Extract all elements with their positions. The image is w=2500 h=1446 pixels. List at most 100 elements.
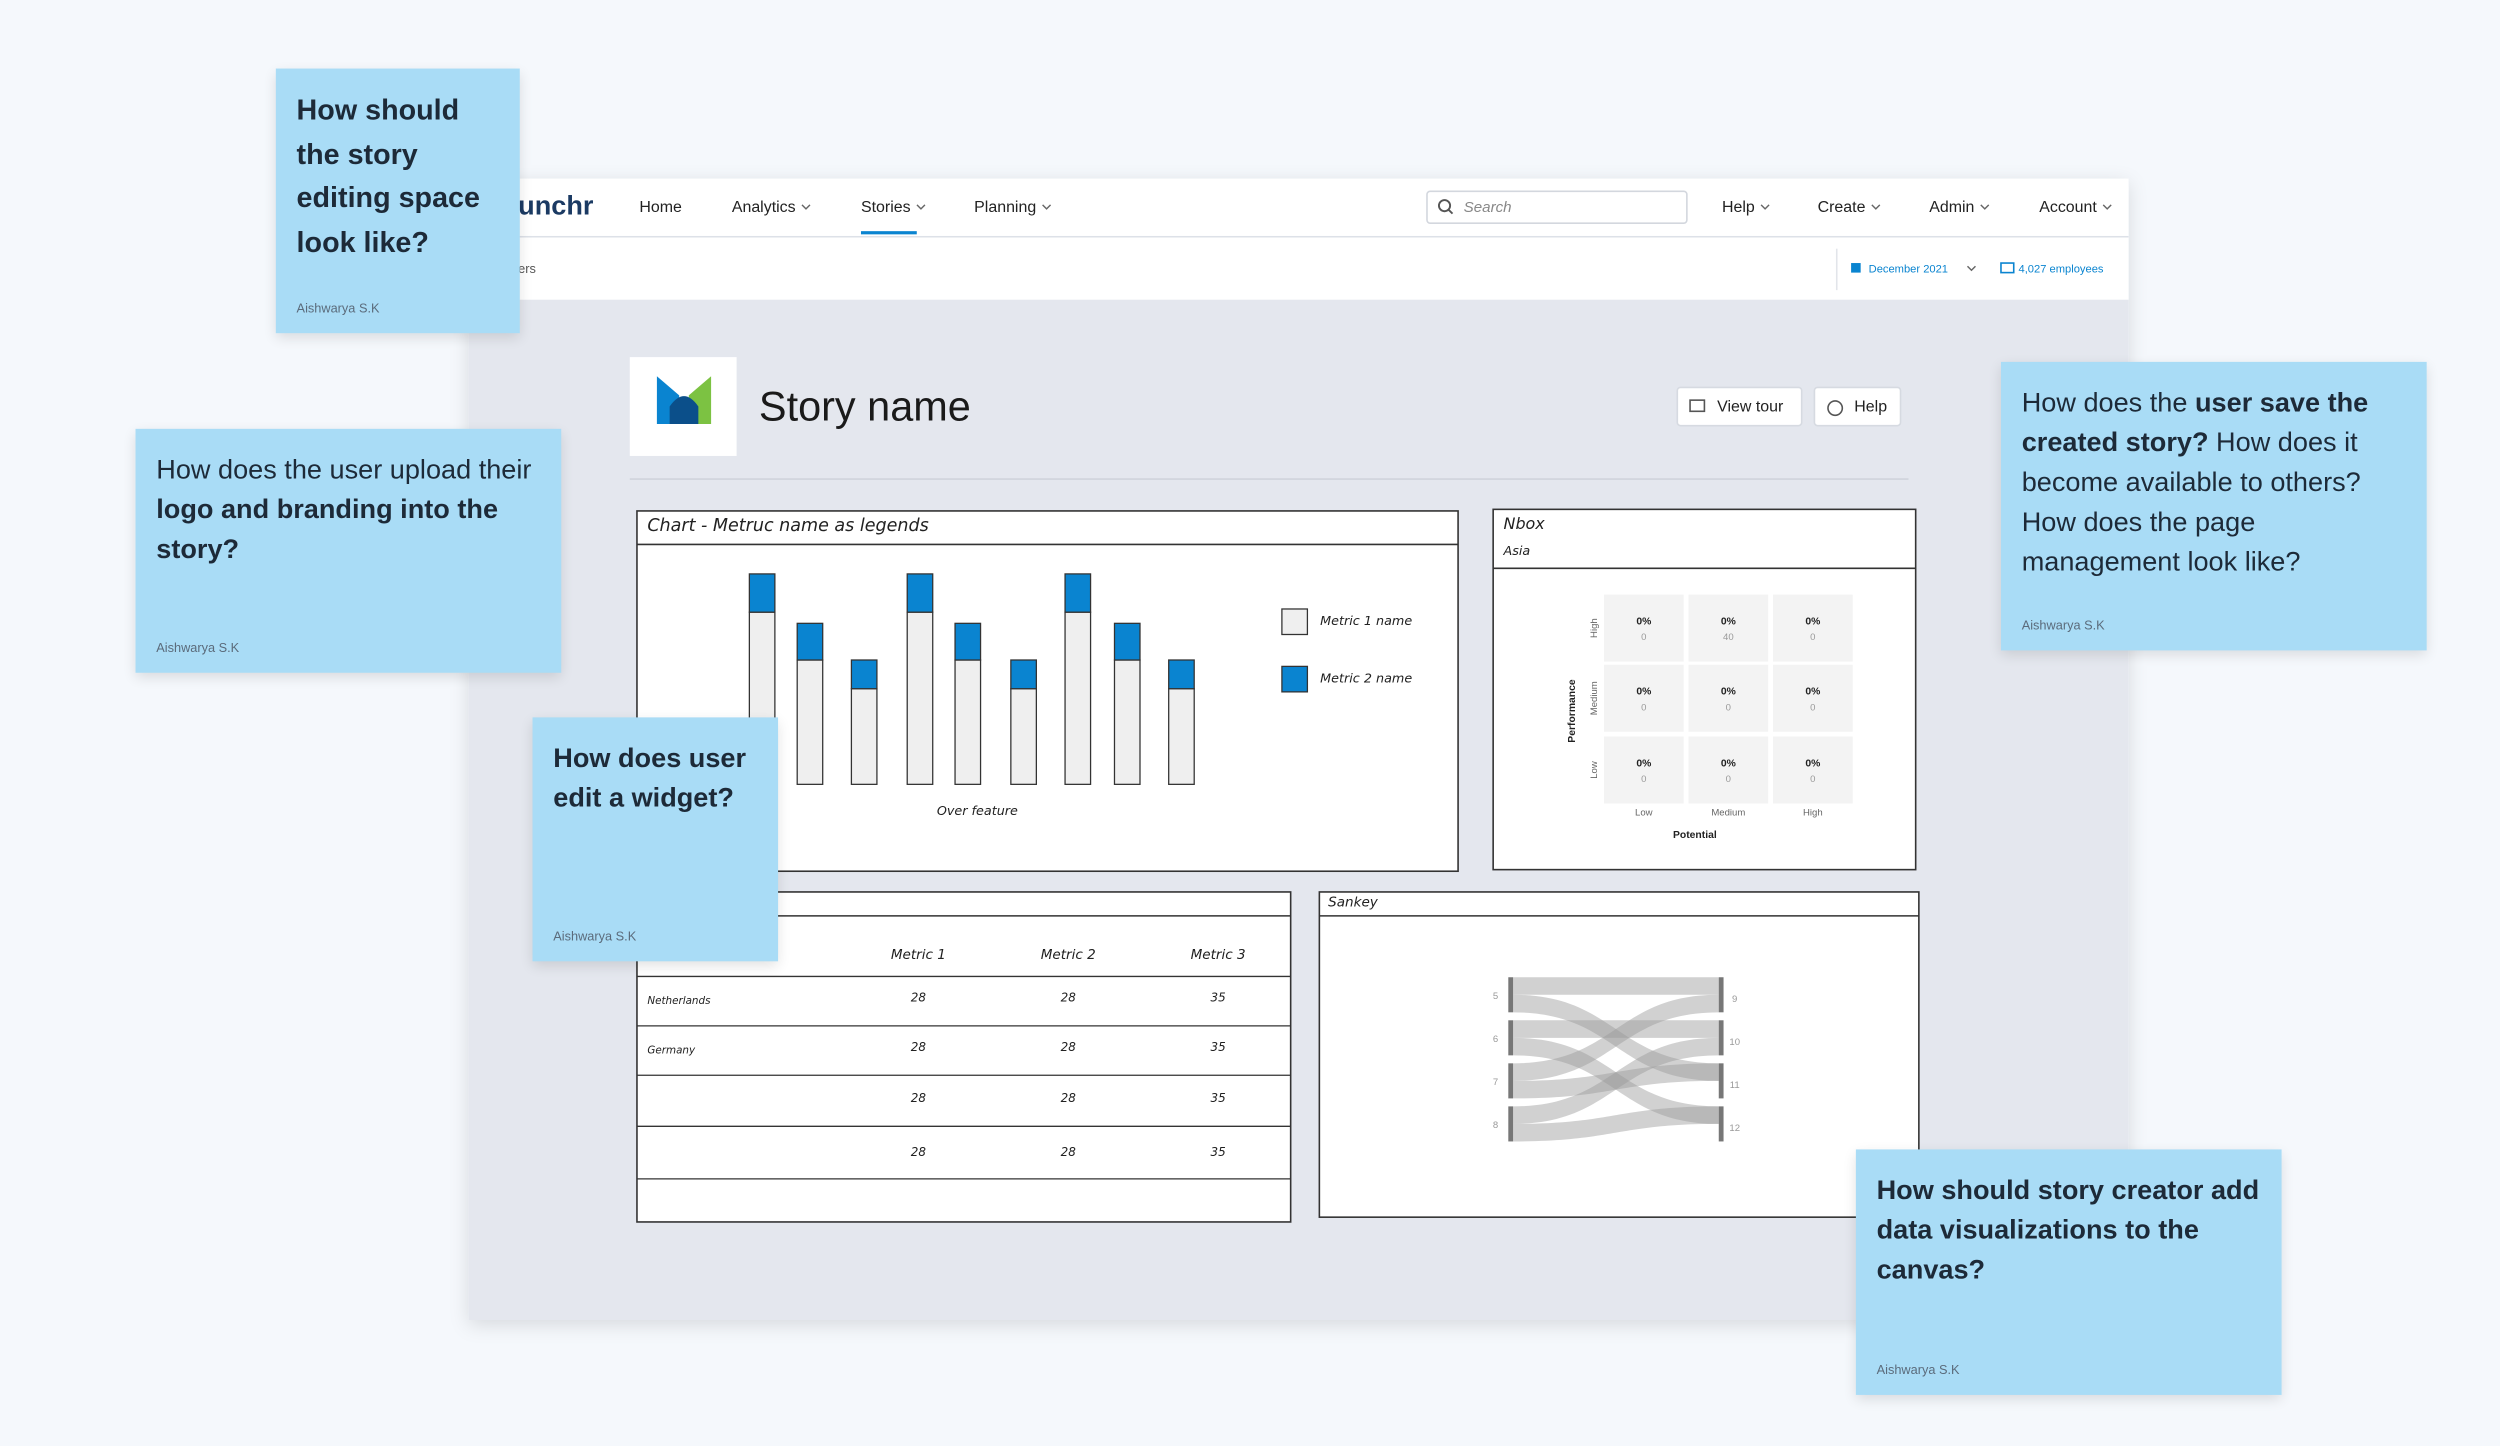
note-author: Aishwarya S.K [1876, 1363, 1960, 1378]
sticky-note: How should the story editing space look … [275, 68, 520, 334]
sankey-node [1508, 1063, 1514, 1099]
cell-percent: 0% [1721, 758, 1736, 769]
bar [954, 622, 982, 661]
logo-shape [669, 396, 699, 425]
note-segment: How does the [2021, 387, 2195, 418]
sankey-flow [1513, 1037, 1719, 1124]
dropdown-chevron [1871, 204, 1881, 210]
cell-percent: 0% [1805, 616, 1820, 627]
sankey-flow [1513, 1063, 1719, 1099]
widget-subtitle: Asia [1503, 544, 1531, 559]
search-icon [1437, 199, 1452, 213]
table-cell: 35 [1211, 1145, 1226, 1159]
table-cell: Netherlands [647, 995, 711, 1007]
search-box[interactable] [1426, 190, 1688, 224]
cell-count: 0 [1641, 774, 1646, 785]
note-text: How should story creator add data visual… [1877, 1170, 2268, 1290]
cell-percent: 0% [1805, 758, 1820, 769]
table-cell: 28 [1061, 1040, 1077, 1054]
row-label: Low [1589, 761, 1600, 779]
node-label: 9 [1732, 994, 1737, 1005]
nbox-cell[interactable] [1772, 736, 1853, 804]
note-author: Aishwarya S.K [553, 929, 637, 944]
headcount[interactable]: 4,027 employees [2019, 263, 2104, 275]
sankey-flow [1513, 994, 1719, 1081]
help-button[interactable] [1813, 386, 1902, 427]
nbox-cell[interactable] [1603, 736, 1684, 804]
widget-title: Chart - Metruc name as legends [647, 516, 928, 536]
legend-swatch [1281, 665, 1309, 693]
logo: unchr [518, 189, 594, 220]
period[interactable]: December 2021 [1869, 263, 1948, 275]
sankey-node [1508, 1020, 1514, 1056]
table-cell: 35 [1211, 990, 1226, 1004]
nbox-cell[interactable] [1772, 664, 1853, 732]
cell-percent: 0% [1636, 687, 1651, 698]
nav-item[interactable]: Help [1722, 199, 1755, 216]
note-text: How does the user save the created story… [2022, 383, 2405, 582]
column-label: Low [1635, 808, 1653, 819]
nav-item[interactable]: Stories [861, 199, 911, 216]
cell-percent: 0% [1805, 687, 1820, 698]
bar [796, 622, 824, 661]
sankey-node [1718, 1020, 1724, 1056]
sticky-note: How does the user save the created story… [2000, 361, 2427, 651]
note-author: Aishwarya S.K [156, 640, 240, 656]
bar [1064, 611, 1092, 785]
table-header: Metric 1 [891, 947, 946, 963]
y-axis-label: Performance [1567, 679, 1578, 743]
nbox-cell[interactable] [1688, 664, 1769, 732]
table-cell: 28 [1061, 1145, 1077, 1159]
search-placeholder: Search [1464, 199, 1512, 216]
cell-percent: 0% [1721, 687, 1736, 698]
sankey-flow [1513, 1020, 1719, 1038]
legend-label: Metric 2 name [1320, 672, 1412, 687]
column-label: Medium [1711, 808, 1745, 819]
row-label: Medium [1589, 681, 1600, 715]
nbox-cell[interactable] [1603, 594, 1684, 662]
people-icon [2000, 262, 2015, 274]
nbox-cell[interactable] [1603, 664, 1684, 732]
tour-icon [1689, 399, 1706, 413]
bar [850, 659, 878, 690]
nav-item[interactable]: Analytics [732, 199, 796, 216]
table-cell: 28 [1061, 1091, 1077, 1105]
nav-item[interactable]: Home [639, 199, 682, 216]
bar [954, 659, 982, 785]
note-segment: user save the created story? [2021, 387, 2369, 458]
row-label: High [1589, 618, 1600, 638]
table-cell: 35 [1211, 1091, 1226, 1105]
button-label: View tour [1717, 399, 1784, 416]
node-label: 12 [1729, 1123, 1740, 1134]
node-label: 11 [1730, 1080, 1740, 1091]
nbox-cell[interactable] [1688, 736, 1769, 804]
cell-count: 0 [1810, 774, 1815, 785]
sankey-node [1508, 1106, 1514, 1142]
cell-count: 40 [1723, 632, 1734, 643]
sticky-note: How does user edit a widget? Aishwarya S.… [532, 717, 779, 962]
nav-item[interactable]: Admin [1929, 199, 1974, 216]
nbox-cell[interactable] [1772, 594, 1853, 662]
dropdown-chevron [916, 204, 926, 210]
nav-item[interactable]: Planning [974, 199, 1036, 216]
sankey-widget[interactable] [1318, 891, 1920, 1218]
calendar-icon [1851, 263, 1861, 273]
view-tour-button[interactable] [1676, 386, 1803, 427]
cell-percent: 0% [1636, 616, 1651, 627]
table-cell: 28 [1061, 990, 1077, 1004]
legend-label: Metric 1 name [1320, 614, 1412, 629]
story-title: Story name [759, 383, 971, 430]
nav-item[interactable]: Create [1818, 199, 1866, 216]
sankey-flow [1513, 1037, 1719, 1124]
dropdown-chevron [1966, 265, 1976, 272]
note-segment: How does the user upload their [156, 454, 532, 485]
table-header: Metric 2 [1041, 947, 1096, 963]
table-cell: 28 [911, 1040, 927, 1054]
nbox-cell[interactable] [1688, 594, 1769, 662]
sankey-flow [1513, 994, 1719, 1081]
dropdown-chevron [1760, 204, 1770, 210]
sankey-node [1508, 977, 1514, 1013]
nav-item[interactable]: Account [2039, 199, 2097, 216]
